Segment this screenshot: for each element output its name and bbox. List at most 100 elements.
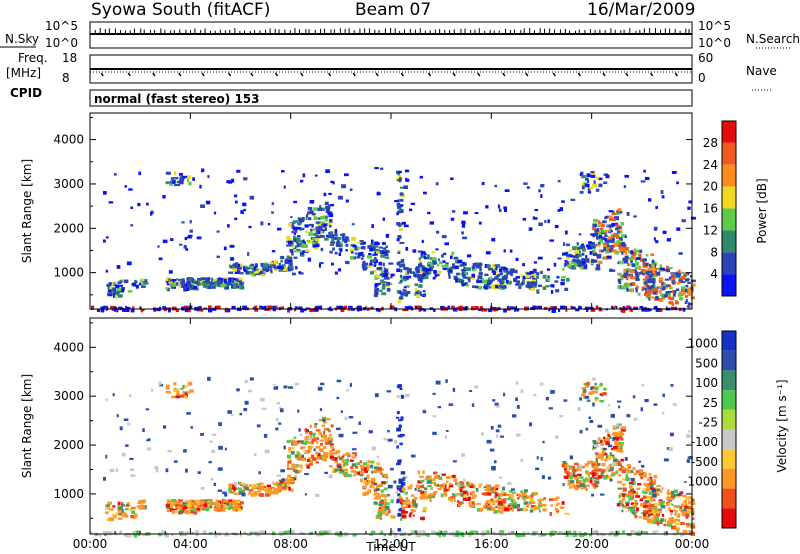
range-gate-cell xyxy=(322,430,326,435)
range-gate-cell xyxy=(283,185,286,189)
range-gate-cell xyxy=(309,199,315,204)
range-gate-cell xyxy=(688,302,693,306)
range-gate-cell xyxy=(651,507,654,511)
range-gate-cell xyxy=(661,195,665,199)
range-gate-cell xyxy=(450,217,455,221)
range-gate-cell xyxy=(496,510,500,513)
range-gate-cell xyxy=(279,480,285,484)
range-gate-cell xyxy=(415,484,421,488)
range-gate-cell xyxy=(138,506,144,510)
range-gate-cell xyxy=(521,279,525,283)
range-gate-cell xyxy=(437,264,440,267)
range-gate-cell xyxy=(304,430,309,434)
freq-tick-top: 18 xyxy=(62,51,77,65)
range-gate-cell xyxy=(349,383,352,387)
range-gate-cell xyxy=(459,481,462,486)
range-gate-cell xyxy=(370,460,375,464)
range-gate-cell xyxy=(667,499,673,502)
range-gate-cell xyxy=(622,494,626,498)
range-gate-cell xyxy=(119,426,123,431)
range-gate-cell xyxy=(420,271,424,274)
range-gate-cell xyxy=(553,498,559,501)
range-gate-cell xyxy=(286,480,290,485)
range-gate-cell xyxy=(292,220,296,225)
range-gate-cell xyxy=(230,484,234,488)
range-gate-cell xyxy=(293,469,296,473)
range-gate-cell xyxy=(567,479,571,483)
range-gate-cell xyxy=(234,217,238,221)
range-gate-cell xyxy=(634,499,638,504)
range-gate-cell xyxy=(601,450,605,455)
range-gate-cell xyxy=(647,198,652,202)
range-gate-cell xyxy=(557,257,562,260)
range-gate-cell xyxy=(547,277,551,281)
range-gate-cell xyxy=(459,488,463,493)
range-gate-cell xyxy=(278,422,282,425)
range-gate-cell xyxy=(293,436,297,439)
range-gate-cell xyxy=(471,495,476,499)
nave-dip xyxy=(427,72,432,77)
range-gate-cell xyxy=(595,188,600,192)
range-gate-cell xyxy=(624,246,629,251)
range-gate-cell xyxy=(606,255,612,259)
range-gate-cell xyxy=(526,503,530,508)
range-gate-cell xyxy=(190,510,193,513)
range-gate-cell xyxy=(681,509,684,514)
range-gate-cell xyxy=(145,408,150,411)
range-gate-cell xyxy=(523,182,528,185)
range-gate-cell xyxy=(626,282,632,287)
range-gate-cell xyxy=(237,487,242,491)
range-gate-cell xyxy=(227,224,230,228)
range-gate-cell xyxy=(271,531,276,536)
range-gate-cell xyxy=(677,282,680,285)
range-gate-cell xyxy=(655,307,661,312)
range-gate-cell xyxy=(499,510,504,514)
range-gate-cell xyxy=(385,512,389,517)
range-gate-cell xyxy=(264,262,269,266)
range-gate-cell xyxy=(540,382,544,386)
range-gate-cell xyxy=(448,403,454,406)
range-gate-cell xyxy=(511,488,515,491)
range-gate-cell xyxy=(198,506,203,511)
range-gate-cell xyxy=(619,449,624,453)
range-gate-cell xyxy=(662,393,665,398)
range-gate-cell xyxy=(112,393,115,397)
range-gate-cell xyxy=(289,477,295,481)
range-gate-cell xyxy=(649,481,654,485)
range-gate-cell xyxy=(373,483,377,486)
range-gate-cell xyxy=(106,283,111,287)
range-gate-cell xyxy=(432,431,437,435)
range-gate-cell xyxy=(170,285,173,289)
range-gate-cell xyxy=(336,531,341,535)
range-gate-cell xyxy=(456,278,461,281)
range-gate-cell xyxy=(305,249,310,252)
range-gate-cell xyxy=(367,479,371,484)
range-gate-cell xyxy=(687,496,692,500)
range-gate-cell xyxy=(373,257,377,261)
range-gate-cell xyxy=(343,173,349,177)
range-gate-cell xyxy=(452,387,456,392)
colorbar-tick: -500 xyxy=(691,455,718,469)
range-gate-cell xyxy=(461,533,465,538)
range-gate-cell xyxy=(332,451,338,455)
range-gate-cell xyxy=(663,533,667,536)
range-gate-cell xyxy=(197,279,201,283)
range-gate-cell xyxy=(621,498,626,502)
range-gate-cell xyxy=(220,277,224,281)
range-gate-cell xyxy=(612,446,618,449)
range-gate-cell xyxy=(515,276,521,279)
range-gate-cell xyxy=(576,478,579,482)
range-gate-cell xyxy=(486,506,490,511)
range-gate-cell xyxy=(536,289,540,293)
range-gate-cell xyxy=(300,240,305,244)
range-gate-cell xyxy=(298,250,303,253)
range-gate-cell xyxy=(255,272,261,276)
range-gate-cell xyxy=(400,209,404,214)
range-gate-cell xyxy=(681,271,685,275)
range-gate-cell xyxy=(621,503,624,507)
range-gate-cell xyxy=(617,405,621,409)
range-gate-cell xyxy=(425,268,429,273)
range-gate-cell xyxy=(449,269,452,273)
range-gate-cell xyxy=(665,291,670,294)
range-gate-cell xyxy=(615,470,619,475)
